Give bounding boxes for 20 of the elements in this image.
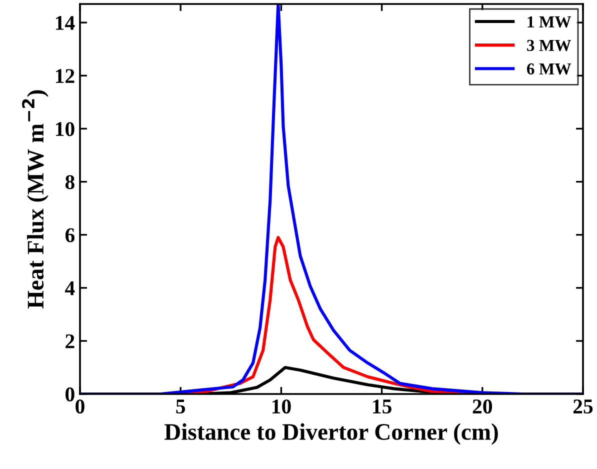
x-tick-label: 15: [373, 400, 392, 414]
y-tick-label: 14: [56, 16, 75, 30]
x-tick-label: 25: [573, 400, 593, 414]
legend-label: 1 MW: [528, 16, 572, 28]
y-tick-label: 8: [65, 175, 74, 190]
x-tick-label: 10: [272, 399, 291, 414]
x-axis-title: Distance to Divertor Corner (cm): [164, 423, 498, 445]
legend-label: 6 MW: [527, 63, 572, 75]
x-tick-label: 20: [472, 399, 492, 414]
y-axis-title: Heat Flux (MW m$^{−2}$): [22, 90, 48, 309]
y-tick-label: 4: [65, 281, 75, 296]
y-tick-label: 0: [66, 387, 74, 402]
legend-label: 3 MW: [527, 40, 572, 52]
x-tick-label: 5: [176, 400, 186, 414]
line-series: [80, 4, 583, 394]
y-tick-label: 6: [65, 228, 75, 242]
y-tick-label: 12: [56, 69, 74, 83]
x-tick-label: 0: [76, 399, 84, 414]
y-tick-label: 10: [56, 122, 74, 136]
y-tick-label: 2: [66, 334, 74, 348]
